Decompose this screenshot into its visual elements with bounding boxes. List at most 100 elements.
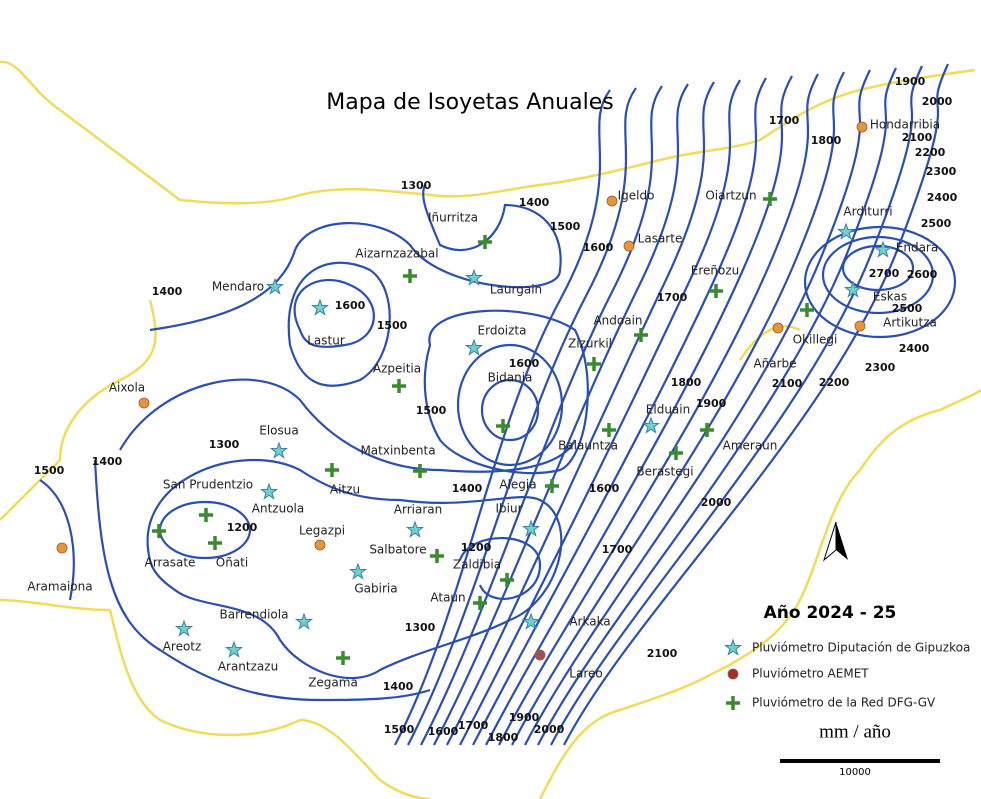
station-label: Oiartzun xyxy=(705,189,756,203)
gauge-cross xyxy=(669,446,683,460)
isoline xyxy=(446,81,715,746)
gauge-star xyxy=(521,519,541,537)
gauge-star xyxy=(310,298,330,316)
station-label: Zaldibia xyxy=(453,558,501,572)
gauge-dot xyxy=(606,195,618,207)
gauge-cross xyxy=(500,573,514,587)
station-label: Areotz xyxy=(163,640,202,654)
isoline-label: 1500 xyxy=(384,723,415,736)
station-label: Balauntza xyxy=(558,439,618,453)
isolines xyxy=(39,63,957,746)
station-label: Ibiur xyxy=(495,502,522,516)
border xyxy=(0,598,431,799)
isoline-label: 1400 xyxy=(152,285,183,298)
border xyxy=(0,299,157,521)
station-label: Lastur xyxy=(307,334,345,348)
isoline-label: 2300 xyxy=(865,361,896,374)
isoline xyxy=(433,83,689,746)
gauge-star xyxy=(174,619,194,637)
isoline-label: 2100 xyxy=(902,131,933,144)
isoline-label: 2700 xyxy=(869,267,900,280)
station-label: Arriaran xyxy=(394,503,442,517)
isoline-label: 2100 xyxy=(647,647,678,660)
station-label: Oñati xyxy=(216,556,248,570)
gauge-cross xyxy=(726,696,740,710)
gauge-star xyxy=(464,268,484,286)
gauge-cross xyxy=(496,419,510,433)
isoline xyxy=(485,75,793,746)
station-label: Ataun xyxy=(430,591,465,605)
title: Mapa de Isoyetas Anuales xyxy=(326,90,613,115)
station-label: Laurgain xyxy=(490,283,542,297)
gauge-star xyxy=(265,277,285,295)
gauge-dot xyxy=(856,121,868,133)
station-label: Lasarte xyxy=(638,232,683,246)
isoline xyxy=(498,73,819,746)
isoline-label: 1500 xyxy=(416,404,447,417)
isoline-label: 2600 xyxy=(907,268,938,281)
isoline-label: 1600 xyxy=(509,357,540,370)
isoline-label: 1600 xyxy=(428,725,459,738)
station-label: Berastegi xyxy=(636,465,693,479)
station-label: Aitzu xyxy=(330,483,360,497)
borders xyxy=(0,60,981,799)
isoline xyxy=(511,71,845,746)
gauge-star xyxy=(259,482,279,500)
gauge-cross xyxy=(478,235,492,249)
isoline-label: 2400 xyxy=(899,342,930,355)
border xyxy=(538,388,981,799)
isoline xyxy=(472,77,767,746)
isoline xyxy=(293,278,375,348)
station-label: Iñurritza xyxy=(428,211,478,225)
isoline-label: 1800 xyxy=(671,376,702,389)
isoline xyxy=(119,378,576,473)
gauge-dot xyxy=(854,320,866,332)
station-label: Hondarribia xyxy=(870,118,940,132)
station-label: San Prudentzio xyxy=(163,478,253,492)
isoline-label: 1500 xyxy=(34,464,65,477)
coast xyxy=(0,60,976,205)
station-label: Antzuola xyxy=(252,502,304,516)
isoline-label: 1200 xyxy=(227,521,258,534)
station-label: Aixola xyxy=(109,381,145,395)
gauge-cross xyxy=(700,423,714,437)
gauge-star xyxy=(836,222,856,240)
gauge-cross xyxy=(430,549,444,563)
isoline-label: 2400 xyxy=(927,191,958,204)
isoline-label: 2500 xyxy=(921,217,952,230)
isoline-label: 1400 xyxy=(452,482,483,495)
station-label: Matxinbenta xyxy=(360,444,435,458)
station-label: Zegama xyxy=(308,676,358,690)
gauge-cross xyxy=(763,192,777,206)
station-label: Añarbe xyxy=(753,357,796,371)
isoline-label: 2000 xyxy=(922,95,953,108)
gauge-star xyxy=(873,240,893,258)
station-label: Arditurri xyxy=(843,205,892,219)
isoline xyxy=(841,244,915,292)
gauge-dot xyxy=(56,542,68,554)
gauge-dot xyxy=(772,322,784,334)
station-label: Lareo xyxy=(569,667,602,681)
isoline-label: 2500 xyxy=(892,302,923,315)
isoline-label: 1500 xyxy=(550,220,581,233)
isoline-label: 1700 xyxy=(769,114,800,127)
gauge-cross xyxy=(325,463,339,477)
isoline-label: 1900 xyxy=(696,397,727,410)
legend-label: Pluviómetro de la Red DFG-GV xyxy=(752,696,936,710)
isoline-label: 1300 xyxy=(405,621,436,634)
year: Año 2024 - 25 xyxy=(764,603,897,623)
isoline xyxy=(146,458,563,680)
isoline xyxy=(149,184,562,332)
station-label: Legazpi xyxy=(299,524,345,538)
isoline-label: 2000 xyxy=(701,496,732,509)
isoline xyxy=(563,63,950,746)
station-label: Elosua xyxy=(259,424,298,438)
isoline-label: 1600 xyxy=(335,299,366,312)
station-label: Ameraun xyxy=(723,439,778,453)
isoline-label: 1500 xyxy=(377,319,408,332)
gauge-star xyxy=(224,640,244,658)
legend-label: Pluviómetro AEMET xyxy=(752,667,869,681)
gauge-cross xyxy=(709,284,723,298)
gauge-cross xyxy=(800,303,814,317)
isoline xyxy=(550,65,923,746)
